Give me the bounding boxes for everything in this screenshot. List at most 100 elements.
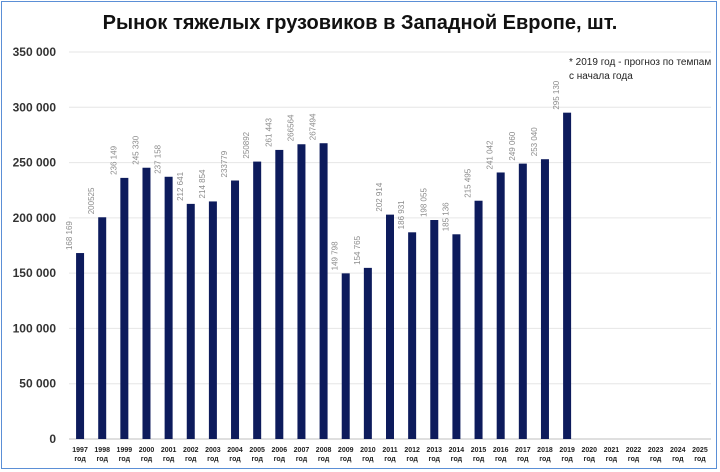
x-tick-year: 2010: [360, 447, 376, 454]
bar: [297, 144, 306, 439]
x-tick-year: 2019: [559, 447, 575, 454]
y-axis-ticks: 0 50 000 100 000 150 000 200 000 250 000 300 0…: [13, 45, 57, 446]
bar: [319, 143, 328, 439]
x-tick-unit: год: [495, 456, 507, 463]
x-tick-year: 2001: [161, 447, 177, 454]
x-tick-year: 2018: [537, 447, 553, 454]
x-tick-year: 2007: [294, 447, 310, 454]
data-label: 168 169: [65, 221, 74, 250]
bar: [540, 159, 549, 439]
x-tick-unit: год: [650, 456, 662, 463]
forecast-note-line-2: с начала года: [569, 71, 633, 82]
x-tick-unit: год: [406, 456, 418, 463]
bar: [208, 201, 217, 439]
x-tick-unit: год: [628, 456, 640, 463]
data-label: 250892: [242, 131, 251, 158]
bar: [496, 172, 505, 439]
x-tick-year: 2011: [382, 447, 397, 454]
data-label: 186 931: [397, 200, 406, 229]
data-label: 200525: [87, 187, 96, 214]
x-tick-year: 2005: [249, 447, 265, 454]
bar: [563, 112, 572, 440]
x-tick-unit: год: [517, 456, 529, 463]
x-tick-unit: год: [163, 456, 175, 463]
data-label: 237 158: [154, 144, 163, 173]
data-label: 214 854: [198, 169, 207, 198]
x-tick-year: 2002: [183, 447, 199, 454]
data-label: 154 765: [353, 235, 362, 264]
x-tick-year: 2006: [272, 447, 288, 454]
x-tick-year: 1999: [117, 447, 133, 454]
x-tick-year: 2015: [471, 447, 487, 454]
y-tick-label: 150 000: [13, 266, 57, 280]
x-tick-unit: год: [694, 456, 706, 463]
bar: [275, 149, 284, 439]
forecast-note-line-1: * 2019 год - прогноз по темпам: [569, 57, 712, 68]
x-tick-unit: год: [141, 456, 153, 463]
x-tick-unit: год: [451, 456, 463, 463]
data-label: 198 055: [419, 188, 428, 217]
x-tick-year: 2023: [648, 447, 664, 454]
forecast-note: * 2019 год - прогноз по темпам с начала …: [569, 56, 719, 84]
bar: [76, 253, 85, 439]
data-label: 149 798: [331, 241, 340, 270]
x-tick-year: 1997: [72, 447, 88, 454]
bar: [363, 267, 372, 439]
bar: [142, 167, 151, 439]
y-tick-label: 0: [49, 432, 56, 446]
y-tick-label: 50 000: [19, 377, 56, 391]
x-tick-unit: год: [473, 456, 485, 463]
x-tick-year: 2014: [449, 447, 465, 454]
x-tick-year: 2017: [515, 447, 531, 454]
x-tick-year: 2004: [227, 447, 243, 454]
data-labels: 168 169 200525 236 149 245 330 237 158 212 64…: [65, 80, 561, 270]
data-label: 267494: [309, 113, 318, 140]
x-tick-year: 2025: [692, 447, 708, 454]
y-tick-label: 200 000: [13, 211, 57, 225]
data-label: 212 641: [176, 171, 185, 200]
bar: [518, 163, 527, 440]
x-axis-ticks: 1997 год 1998 год 1999 год 2000 год 2001 год 2002 г…: [72, 447, 708, 463]
bar: [452, 234, 461, 439]
data-label: 236 149: [109, 145, 118, 174]
data-label: 253 040: [530, 127, 539, 156]
x-tick-year: 2009: [338, 447, 354, 454]
x-tick-year: 2016: [493, 447, 509, 454]
x-tick-year: 2021: [604, 447, 620, 454]
data-label: 295 130: [552, 80, 561, 109]
y-tick-label: 300 000: [13, 100, 57, 114]
x-tick-unit: год: [672, 456, 684, 463]
bar: [430, 220, 439, 439]
bar: [231, 180, 240, 440]
data-label: 249 060: [508, 131, 517, 160]
x-tick-unit: год: [606, 456, 618, 463]
bar: [474, 200, 483, 439]
bars: [76, 112, 572, 440]
x-tick-unit: год: [340, 456, 352, 463]
x-tick-year: 2013: [426, 447, 442, 454]
y-tick-label: 350 000: [13, 45, 57, 59]
x-tick-unit: год: [362, 456, 374, 463]
x-tick-year: 2022: [626, 447, 642, 454]
x-tick-unit: год: [251, 456, 263, 463]
x-tick-year: 1998: [94, 447, 110, 454]
y-tick-label: 100 000: [13, 321, 57, 335]
x-tick-unit: год: [185, 456, 197, 463]
x-tick-unit: год: [384, 456, 396, 463]
data-label: 241 042: [486, 140, 495, 169]
bar: [186, 203, 195, 439]
x-tick-year: 2024: [670, 447, 686, 454]
data-label: 215 495: [464, 168, 473, 197]
x-tick-year: 2020: [581, 447, 597, 454]
x-tick-unit: год: [584, 456, 596, 463]
x-tick-year: 2012: [404, 447, 420, 454]
data-label: 266564: [286, 114, 295, 141]
x-tick-unit: год: [539, 456, 551, 463]
chart-title: Рынок тяжелых грузовиков в Западной Евро…: [102, 12, 618, 34]
x-tick-unit: год: [274, 456, 286, 463]
data-label: 202 914: [375, 182, 384, 211]
x-tick-unit: год: [429, 456, 441, 463]
x-tick-unit: год: [561, 456, 573, 463]
